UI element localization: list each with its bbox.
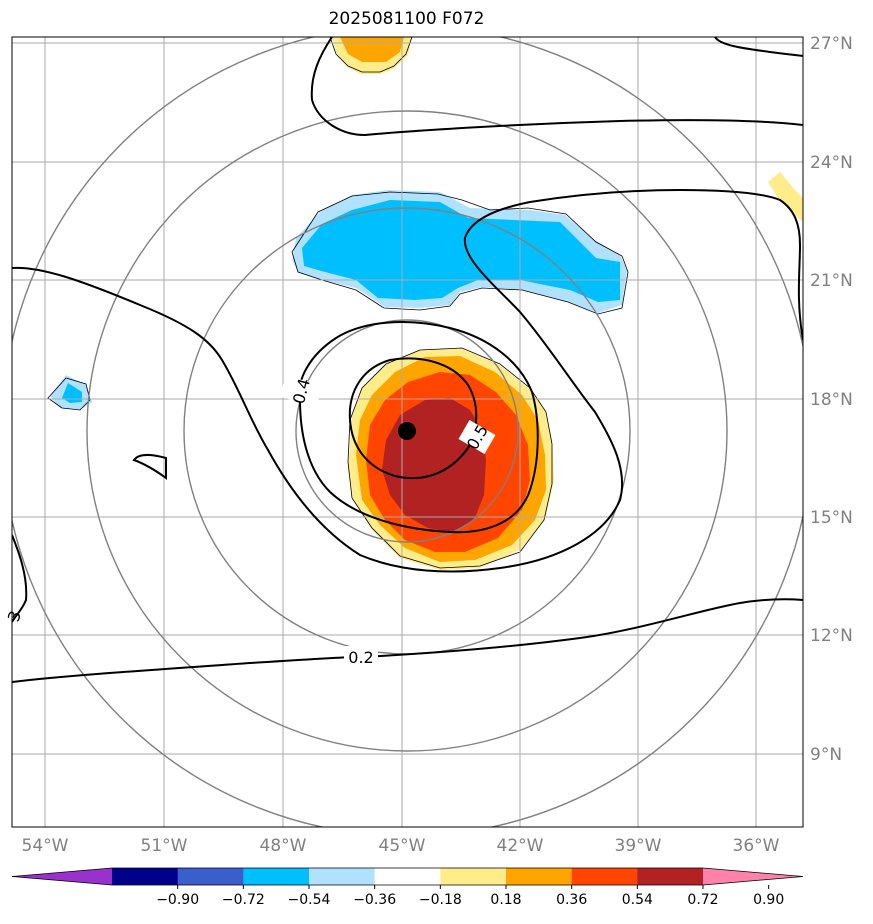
lon-label-48: 48°W: [260, 836, 307, 856]
outline-west-patch: [47, 377, 91, 411]
lon-label-42: 42°W: [497, 836, 544, 856]
colorbar-tick-label: −0.36: [353, 892, 396, 908]
colorbar-tick-label: 0.18: [490, 892, 521, 908]
range-ring-3: [86, 110, 728, 752]
colorbar-extend-low: [12, 868, 112, 885]
lon-label-54: 54°W: [22, 836, 69, 856]
storm-center-marker: [398, 422, 416, 440]
lat-labels: 27°N 24°N 21°N 18°N 15°N 12°N 9°N: [810, 34, 853, 765]
contour-west-edge: [12, 534, 28, 623]
colorbar-bin: [506, 868, 573, 885]
lat-label-9: 9°N: [810, 745, 842, 765]
lat-label-24: 24°N: [810, 153, 853, 173]
contour-inner-0.5: [348, 357, 478, 480]
outline-core: [347, 347, 553, 569]
lat-label-15: 15°N: [810, 508, 853, 528]
colorbar-bin: [571, 868, 638, 885]
colorbar-outline: [11, 867, 804, 886]
colorbar-bin: [309, 868, 376, 885]
lon-label-51: 51°W: [141, 836, 188, 856]
graticule: [12, 37, 803, 827]
colorbar-tick-label: −0.72: [222, 892, 265, 908]
colorbar-bin: [637, 868, 704, 885]
lon-label-36: 36°W: [733, 836, 780, 856]
contour-label-group: 0.4 0.5 0.2 3: [4, 375, 496, 667]
colorbar-tick-label: 0.90: [753, 892, 784, 908]
map-plot-area: [12, 37, 803, 827]
colorbar-tick-label: −0.54: [288, 892, 331, 908]
colorbar-tick-label: −0.18: [419, 892, 462, 908]
outline-blue-band: [291, 191, 629, 315]
colorbar-bin: [440, 868, 507, 885]
outline-north-patch: [329, 37, 413, 73]
colorbar-bin: [374, 868, 441, 885]
lon-label-45: 45°W: [379, 836, 426, 856]
contour-label-3: 3: [4, 608, 25, 624]
chart-title: 2025081100 F072: [328, 9, 485, 29]
shaded-fields: [50, 37, 803, 570]
colorbar: −0.90 −0.72 −0.54 −0.36 −0.18 0.18 0.36 0.54 0.7…: [11, 867, 804, 908]
lon-labels: 54°W 51°W 48°W 45°W 42°W 39°W 36°W: [22, 836, 780, 856]
colorbar-tick-label: 0.36: [556, 892, 587, 908]
colorbar-tick-label: 0.54: [622, 892, 653, 908]
colorbar-tick-label: 0.72: [687, 892, 718, 908]
lat-label-12: 12°N: [810, 626, 853, 646]
contour-middle-0.4: [298, 321, 539, 534]
contour-outer-0.3: [12, 188, 803, 573]
contour-north: [310, 37, 803, 137]
contour-lines: [12, 37, 803, 683]
colorbar-bin: [112, 868, 179, 885]
lat-label-18: 18°N: [810, 390, 853, 410]
shade-patch-northeast-yellow: [768, 172, 803, 222]
contour-northeast: [714, 37, 803, 57]
lat-label-27: 27°N: [810, 34, 853, 54]
shade-outlines: [47, 37, 629, 569]
colorbar-bin: [243, 868, 310, 885]
colorbar-bin: [177, 868, 244, 885]
shade-band-deepskyblue: [302, 200, 620, 302]
lat-label-21: 21°N: [810, 271, 853, 291]
colorbar-extend-high: [703, 868, 803, 885]
shade-patch-west-blue: [62, 383, 82, 403]
range-ring-1: [295, 319, 519, 543]
contour-small-loop: [132, 453, 167, 480]
colorbar-tick-label: −0.90: [156, 892, 199, 908]
map-frame: [11, 36, 804, 828]
contour-south-0.2: [12, 598, 803, 683]
lon-label-39: 39°W: [615, 836, 662, 856]
contour-label-2: 0.2: [348, 648, 373, 667]
